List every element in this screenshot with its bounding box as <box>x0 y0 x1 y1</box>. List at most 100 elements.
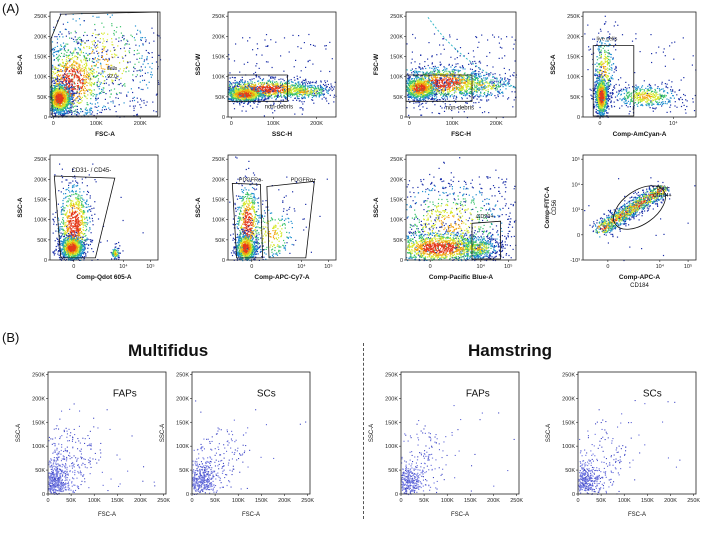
dot <box>320 71 321 72</box>
dot <box>299 94 300 95</box>
dot <box>106 83 107 84</box>
dot <box>133 106 134 107</box>
dot <box>57 51 58 52</box>
dot <box>267 45 268 46</box>
dot <box>248 99 249 100</box>
dot <box>247 81 248 82</box>
dot <box>321 81 322 82</box>
dot <box>264 92 265 93</box>
dot <box>263 95 264 96</box>
dot <box>158 35 159 36</box>
dot <box>298 89 299 90</box>
dot <box>121 33 122 34</box>
dot <box>449 64 450 65</box>
dot <box>100 38 101 39</box>
dot <box>54 73 55 74</box>
dot <box>261 84 262 85</box>
dot <box>247 62 248 63</box>
x-tick-label: 100K <box>90 121 103 127</box>
dot <box>146 59 147 60</box>
dot <box>124 38 125 39</box>
dot <box>453 96 454 97</box>
dot <box>67 73 68 74</box>
dot <box>68 89 69 90</box>
dot <box>296 100 297 101</box>
dot <box>473 102 474 103</box>
x-tick-label: 0 <box>52 121 55 127</box>
dot <box>79 78 80 79</box>
dot <box>254 89 255 90</box>
dot <box>140 82 141 83</box>
dot <box>246 84 247 85</box>
dot <box>238 89 239 90</box>
dot <box>243 92 244 93</box>
dot <box>288 94 289 95</box>
dot <box>114 34 115 35</box>
dot <box>305 79 306 80</box>
dot <box>53 104 54 105</box>
dot <box>449 77 450 78</box>
dot <box>77 68 78 69</box>
dot <box>83 77 84 78</box>
dot <box>71 32 72 33</box>
dot <box>332 90 333 91</box>
dot <box>328 93 329 94</box>
dot <box>103 83 104 84</box>
dot <box>330 83 331 84</box>
dot <box>231 84 232 85</box>
dot <box>71 87 72 88</box>
dot <box>138 62 139 63</box>
dot <box>70 58 71 59</box>
dot <box>140 39 141 40</box>
dot <box>135 25 136 26</box>
dot <box>76 41 77 42</box>
dot <box>61 46 62 47</box>
dot <box>132 92 133 93</box>
dot <box>317 86 318 87</box>
dot <box>143 64 144 65</box>
dot <box>82 78 83 79</box>
dot <box>73 100 74 101</box>
dot <box>266 46 267 47</box>
dot <box>76 39 77 40</box>
dot <box>263 92 264 93</box>
dot <box>116 93 117 94</box>
dot <box>474 86 475 87</box>
dot <box>87 94 88 95</box>
x-tick-label: 200K <box>310 121 323 127</box>
dot <box>96 71 97 72</box>
dot <box>124 102 125 103</box>
dot <box>272 77 273 78</box>
dot <box>101 65 102 66</box>
dot <box>312 87 313 88</box>
dot <box>91 110 92 111</box>
dot <box>81 93 82 94</box>
dot <box>434 69 435 70</box>
dot <box>320 94 321 95</box>
dot <box>288 89 289 90</box>
dot <box>55 114 56 115</box>
dot <box>255 93 256 94</box>
dot <box>283 71 284 72</box>
dot <box>59 88 60 89</box>
dot <box>90 92 91 93</box>
dot <box>58 106 59 107</box>
dot <box>116 55 117 56</box>
dot <box>247 104 248 105</box>
dot <box>76 76 77 77</box>
dot <box>96 51 97 52</box>
dot <box>59 75 60 76</box>
dot <box>267 86 268 87</box>
dot <box>316 96 317 97</box>
dot <box>56 97 57 98</box>
dot <box>264 84 265 85</box>
dot <box>231 88 232 89</box>
dot <box>98 35 99 36</box>
dot <box>333 101 334 102</box>
dot <box>86 82 87 83</box>
dot <box>502 93 503 94</box>
dot <box>104 46 105 47</box>
dot <box>152 57 153 58</box>
dot <box>94 41 95 42</box>
